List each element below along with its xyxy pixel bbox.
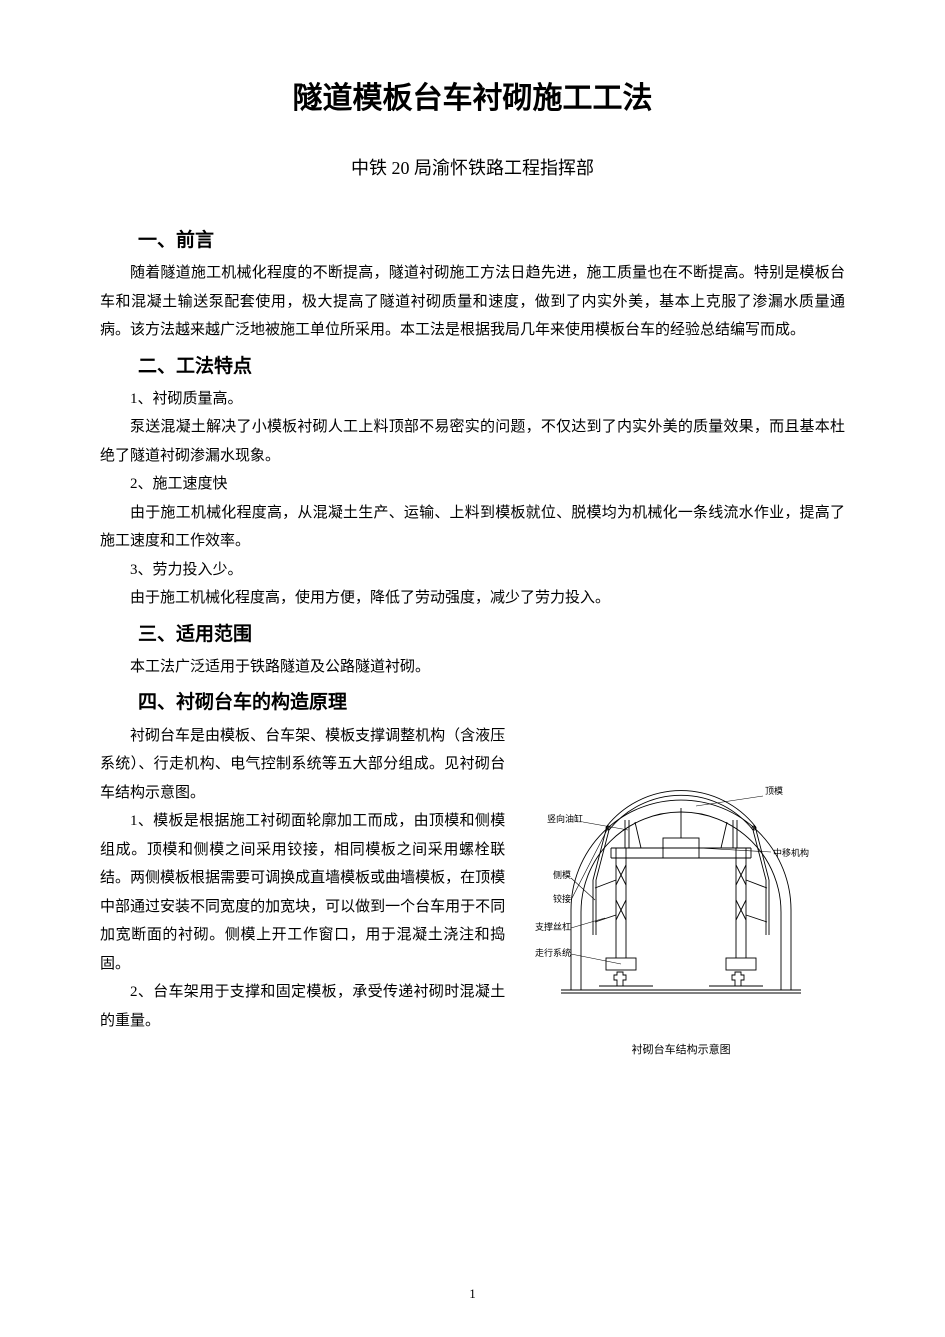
heading-3: 三、适用范围: [100, 617, 845, 653]
diagram-caption: 衬砌台车结构示意图: [632, 1040, 731, 1061]
para-2d: 由于施工机械化程度高，从混凝土生产、运输、上料到模板就位、脱模均为机械化一条线流…: [100, 499, 845, 556]
heading-2: 二、工法特点: [100, 349, 845, 385]
page-title: 隧道模板台车衬砌施工工法: [100, 70, 845, 127]
para-2e: 3、劳力投入少。: [100, 556, 845, 585]
heading-1: 一、前言: [100, 223, 845, 259]
tunnel-trolley-diagram: 顶模 竖向油缸 中移机构 侧模 铰接 支撑丝杠 走行系统: [531, 730, 831, 1030]
heading-4: 四、衬砌台车的构造原理: [100, 685, 845, 721]
label-top-mold: 顶模: [765, 786, 783, 796]
para-2a: 1、衬砌质量高。: [100, 385, 845, 414]
para-4b: 1、模板是根据施工衬砌面轮廓加工而成，由顶模和侧模组成。顶模和侧模之间采用铰接，…: [100, 807, 505, 978]
para-intro: 随着隧道施工机械化程度的不断提高，隧道衬砌施工方法日趋先进，施工质量也在不断提高…: [100, 259, 845, 345]
label-vert-cyl: 竖向油缸: [547, 813, 583, 824]
para-4c: 2、台车架用于支撑和固定模板，承受传递衬砌时混凝土的重量。: [100, 978, 505, 1035]
para-4a: 衬砌台车是由模板、台车架、模板支撑调整机构（含液压系统）、行走机构、电气控制系统…: [100, 722, 505, 808]
para-3: 本工法广泛适用于铁路隧道及公路隧道衬砌。: [100, 653, 845, 682]
label-mid-mech: 中移机构: [773, 847, 809, 858]
label-support: 支撑丝杠: [535, 921, 571, 932]
label-side-mold: 侧模: [553, 869, 571, 880]
label-hinge: 铰接: [553, 893, 571, 904]
para-2b: 泵送混凝土解决了小模板衬砌人工上料顶部不易密实的问题，不仅达到了内实外美的质量效…: [100, 413, 845, 470]
para-2f: 由于施工机械化程度高，使用方便，降低了劳动强度，减少了劳力投入。: [100, 584, 845, 613]
page-subtitle: 中铁 20 局渝怀铁路工程指挥部: [100, 151, 845, 185]
label-travel: 走行系统: [535, 947, 571, 958]
page-number: 1: [0, 1282, 945, 1307]
para-2c: 2、施工速度快: [100, 470, 845, 499]
